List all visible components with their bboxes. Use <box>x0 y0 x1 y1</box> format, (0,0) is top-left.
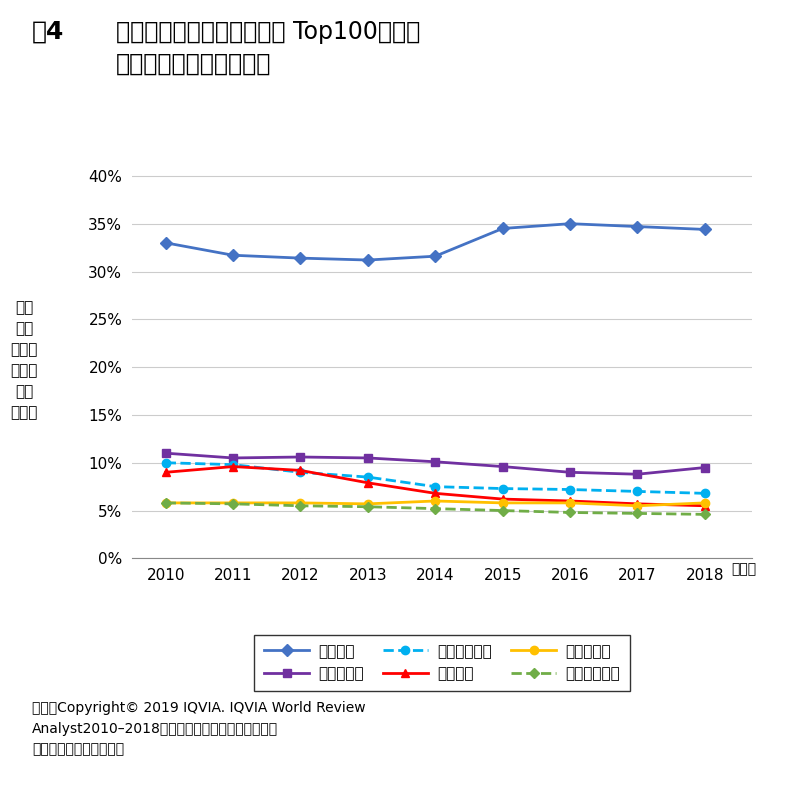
米国企業 <box>161 238 170 248</box>
スイス企業 <box>566 467 575 477</box>
イギリス企業 <box>430 482 440 491</box>
スイス企業 <box>296 452 306 462</box>
ドイツ企業 <box>566 498 575 508</box>
イギリス企業 <box>363 472 373 482</box>
イギリス企業 <box>296 467 306 477</box>
日本企業 <box>633 499 642 508</box>
ドイツ企業 <box>228 498 238 508</box>
日本企業 <box>566 497 575 506</box>
ドイツ企業 <box>430 497 440 506</box>
日本企業 <box>161 467 170 477</box>
米国企業 <box>228 250 238 260</box>
日本企業 <box>228 462 238 471</box>
米国企業 <box>700 225 710 234</box>
日本企業 <box>700 501 710 511</box>
Text: 出所：Copyright© 2019 IQVIA. IQVIA World Review
Analyst2010–2018をもとに医薬産業政策研究所に
て作成（: 出所：Copyright© 2019 IQVIA. IQVIA World Re… <box>32 701 366 756</box>
イギリス企業 <box>700 489 710 498</box>
ドイツ企業 <box>363 499 373 508</box>
Line: 米国企業: 米国企業 <box>162 219 709 265</box>
イギリス企業 <box>566 485 575 494</box>
Text: （年）: （年） <box>731 562 756 577</box>
Line: 日本企業: 日本企業 <box>162 463 709 510</box>
Line: スイス企業: スイス企業 <box>162 449 709 478</box>
日本企業 <box>363 478 373 488</box>
スイス企業 <box>228 453 238 463</box>
米国企業 <box>566 219 575 228</box>
スイス企業 <box>633 470 642 479</box>
フランス企業 <box>296 501 306 511</box>
イギリス企業 <box>498 484 507 493</box>
日本企業 <box>498 494 507 504</box>
イギリス企業 <box>161 458 170 467</box>
スイス企業 <box>363 453 373 463</box>
Text: 世界
市場
に占め
る各国
企業
シェア: 世界 市場 に占め る各国 企業 シェア <box>10 300 38 421</box>
イギリス企業 <box>633 486 642 496</box>
フランス企業 <box>566 508 575 517</box>
Line: ドイツ企業: ドイツ企業 <box>162 497 709 510</box>
フランス企業 <box>633 508 642 518</box>
Legend: 米国企業, スイス企業, イギリス企業, 日本企業, ドイツ企業, フランス企業: 米国企業, スイス企業, イギリス企業, 日本企業, ドイツ企業, フランス企業 <box>254 634 630 691</box>
スイス企業 <box>498 462 507 471</box>
フランス企業 <box>363 502 373 512</box>
ドイツ企業 <box>633 501 642 511</box>
フランス企業 <box>161 498 170 508</box>
Line: フランス企業: フランス企業 <box>162 500 708 518</box>
米国企業 <box>498 223 507 233</box>
フランス企業 <box>430 504 440 513</box>
Text: 世界市場に占める世界売上 Top100企業の: 世界市場に占める世界売上 Top100企業の <box>116 20 420 44</box>
スイス企業 <box>430 457 440 466</box>
スイス企業 <box>700 463 710 472</box>
ドイツ企業 <box>700 498 710 508</box>
Text: 国籍別シェアの年次推移: 国籍別シェアの年次推移 <box>116 51 271 75</box>
イギリス企業 <box>228 460 238 470</box>
フランス企業 <box>700 509 710 519</box>
日本企業 <box>430 489 440 498</box>
ドイツ企業 <box>296 498 306 508</box>
スイス企業 <box>161 448 170 458</box>
Text: 围4: 围4 <box>32 20 64 44</box>
米国企業 <box>296 253 306 263</box>
ドイツ企業 <box>161 498 170 508</box>
ドイツ企業 <box>498 498 507 508</box>
フランス企業 <box>228 499 238 508</box>
フランス企業 <box>498 506 507 516</box>
Line: イギリス企業: イギリス企業 <box>162 459 709 497</box>
日本企業 <box>296 466 306 475</box>
米国企業 <box>363 255 373 265</box>
米国企業 <box>633 222 642 231</box>
米国企業 <box>430 251 440 261</box>
